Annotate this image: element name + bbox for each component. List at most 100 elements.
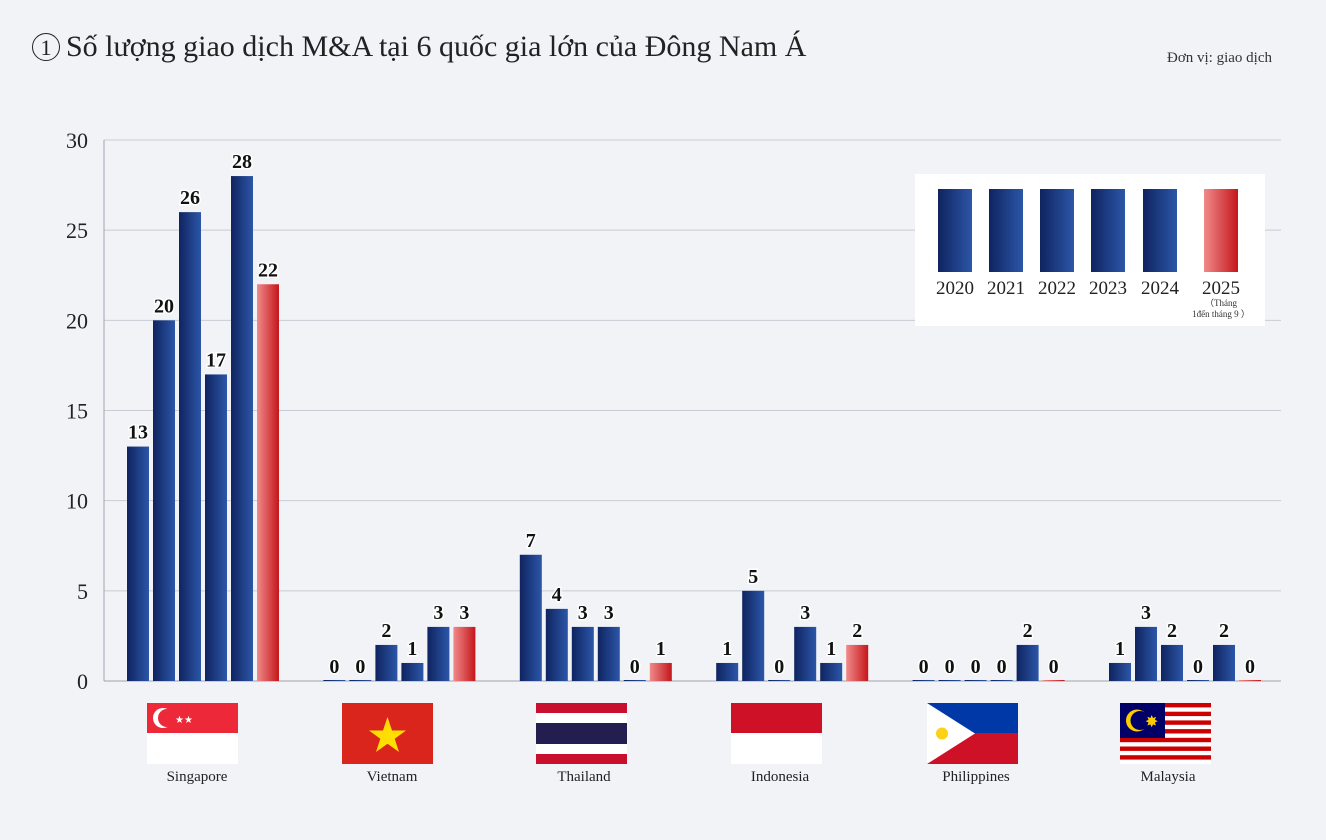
flag-indonesia <box>731 703 822 764</box>
y-axis-ticks: 0 5 10 15 20 25 30 <box>66 128 88 694</box>
legend-swatch <box>938 189 972 272</box>
data-label: 3 <box>604 602 614 624</box>
bar-philippines-2025 <box>1042 680 1065 681</box>
category-label: Indonesia <box>751 769 810 785</box>
bar-philippines-2024 <box>1016 644 1039 681</box>
flag-thailand <box>536 703 627 764</box>
legend-label: 2020 <box>936 278 974 299</box>
data-label: 26 <box>180 187 200 209</box>
bar-thailand-2020 <box>519 554 542 681</box>
data-label: 0 <box>774 656 784 678</box>
y-tick-label: 30 <box>66 128 88 153</box>
data-label: 0 <box>329 656 339 678</box>
bar-singapore-2021 <box>153 320 175 681</box>
bar-philippines-2021 <box>938 680 961 681</box>
data-label: 17 <box>206 349 226 371</box>
chart-title: 1 Số lượng giao dịch M&A tại 6 quốc gia … <box>32 30 806 64</box>
data-label: 3 <box>1141 602 1151 624</box>
data-label: 7 <box>526 530 536 552</box>
data-label: 0 <box>919 656 929 678</box>
data-label: 22 <box>258 259 278 281</box>
category-label: Singapore <box>167 769 228 785</box>
bar-singapore-2022 <box>179 212 201 681</box>
data-label: 0 <box>1193 656 1203 678</box>
category-label: Philippines <box>942 769 1010 785</box>
legend-swatch <box>1143 189 1177 272</box>
legend: 2020 2021 2022 2023 2024 2025 （Tháng 1đế… <box>915 174 1265 326</box>
title-number-badge: 1 <box>32 33 60 61</box>
bar-thailand-2025 <box>649 662 672 681</box>
bar-indonesia-2020 <box>716 662 739 681</box>
bar-indonesia-2023 <box>794 626 817 681</box>
bar-malaysia-2022 <box>1161 644 1183 681</box>
category-label: Malaysia <box>1141 769 1196 785</box>
bar-singapore-2025 <box>257 284 279 681</box>
data-label: 0 <box>971 656 981 678</box>
bars <box>127 176 1261 682</box>
data-label: 28 <box>232 151 252 173</box>
legend-label: 2023 <box>1089 278 1127 299</box>
data-label: 20 <box>154 295 174 317</box>
legend-swatch <box>989 189 1023 272</box>
data-label: 3 <box>578 602 588 624</box>
bar-malaysia-2021 <box>1135 626 1157 681</box>
y-tick-label: 0 <box>77 669 88 694</box>
data-label: 0 <box>355 656 365 678</box>
category-label: Thailand <box>557 769 611 785</box>
bar-philippines-2022 <box>964 680 987 681</box>
y-tick-label: 25 <box>66 218 88 243</box>
bar-indonesia-2021 <box>742 590 765 681</box>
data-label: 0 <box>1245 656 1255 678</box>
bar-philippines-2020 <box>912 680 935 681</box>
legend-label: 2025 <box>1202 278 1240 299</box>
data-label: 0 <box>630 656 640 678</box>
data-label: 1 <box>1115 638 1125 660</box>
legend-label: 2024 <box>1141 278 1180 299</box>
data-label: 4 <box>552 584 562 606</box>
title-text: Số lượng giao dịch M&A tại 6 quốc gia lớ… <box>66 30 807 63</box>
bar-vietnam-2022 <box>375 644 398 681</box>
bar-thailand-2024 <box>623 680 646 681</box>
data-label: 2 <box>1167 620 1177 642</box>
flag-philippines <box>927 703 1018 764</box>
data-label: 1 <box>407 638 417 660</box>
data-label: 3 <box>800 602 810 624</box>
unit-label: Đơn vị: giao dịch <box>1167 50 1272 66</box>
bar-indonesia-2024 <box>820 662 843 681</box>
bar-malaysia-2024 <box>1213 644 1235 681</box>
bar-singapore-2023 <box>205 374 227 681</box>
bar-vietnam-2023 <box>401 662 424 681</box>
legend-note: 1đến tháng 9 ） <box>1192 309 1250 319</box>
bar-thailand-2022 <box>571 626 594 681</box>
bar-malaysia-2025 <box>1239 680 1261 681</box>
data-label: 2 <box>381 620 391 642</box>
bar-vietnam-2024 <box>427 626 450 681</box>
data-label: 1 <box>656 638 666 660</box>
bar-singapore-2020 <box>127 446 149 681</box>
bar-vietnam-2021 <box>349 680 372 681</box>
data-label: 2 <box>852 620 862 642</box>
bar-thailand-2023 <box>597 626 620 681</box>
legend-label: 2022 <box>1038 278 1076 299</box>
data-label: 3 <box>459 602 469 624</box>
legend-swatch <box>1204 189 1238 272</box>
bar-thailand-2021 <box>545 608 568 681</box>
data-label: 2 <box>1219 620 1229 642</box>
flag-malaysia: ✸ <box>1120 703 1211 764</box>
legend-swatch <box>1040 189 1074 272</box>
svg-text:✸: ✸ <box>1145 712 1158 731</box>
data-label: 0 <box>1049 656 1059 678</box>
bar-malaysia-2023 <box>1187 680 1209 681</box>
flag-singapore: ★★ <box>147 703 238 764</box>
data-label: 3 <box>433 602 443 624</box>
legend-swatch <box>1091 189 1125 272</box>
legend-label: 2021 <box>987 278 1025 299</box>
bar-indonesia-2025 <box>846 644 869 681</box>
data-label: 5 <box>748 566 758 588</box>
y-tick-label: 20 <box>66 308 88 333</box>
data-label: 0 <box>997 656 1007 678</box>
data-label: 1 <box>826 638 836 660</box>
y-tick-label: 5 <box>77 579 88 604</box>
